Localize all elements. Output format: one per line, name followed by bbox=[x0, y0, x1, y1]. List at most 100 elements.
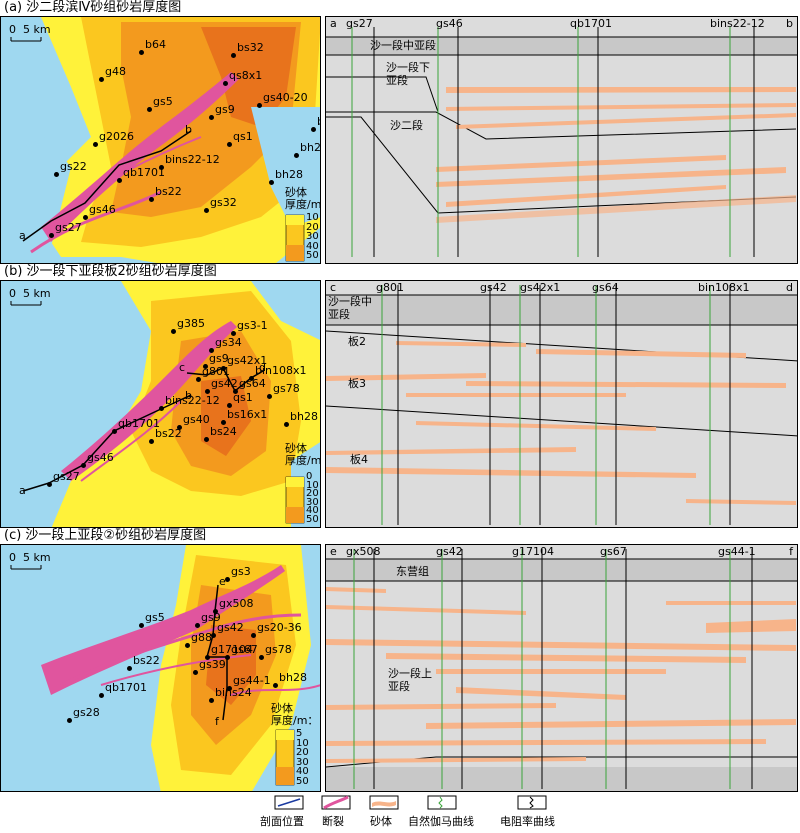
sec-c-well-g17104: g17104 bbox=[512, 545, 554, 558]
well-dot-qs8x1 bbox=[223, 81, 228, 86]
well-label-gs67: gs67 bbox=[231, 643, 258, 656]
well-label-gs5: gs5 bbox=[145, 611, 165, 624]
sec-c-well-gs42: gs42 bbox=[436, 545, 463, 558]
well-dot-bs16x1 bbox=[221, 420, 226, 425]
well-dot-gs3 bbox=[225, 577, 230, 582]
well-dot-gs78 bbox=[267, 394, 272, 399]
well-label-gs28: gs28 bbox=[73, 706, 100, 719]
sec-b-zone-2: 板2 bbox=[348, 335, 366, 348]
well-dot-bs24 bbox=[204, 437, 209, 442]
sec-c-well-gx508: gx508 bbox=[346, 545, 381, 558]
well-label-bh28: bh28 bbox=[275, 168, 303, 181]
panel-b-thickness-title: 砂体 厚度/m： bbox=[285, 442, 321, 467]
sec-c-zone-1: 东营组 bbox=[396, 565, 429, 578]
panel-c-map-svg bbox=[10, 545, 320, 791]
well-label-g17104: g17104 bbox=[211, 643, 253, 656]
sec-a-zone-1: 沙一段中亚段 bbox=[370, 39, 436, 52]
panel-b-end-c: c bbox=[179, 361, 186, 374]
sec-b-zone-1: 沙一段中 亚段 bbox=[328, 295, 372, 321]
well-dot-qs1 bbox=[227, 403, 232, 408]
well-dot-gs28 bbox=[67, 718, 72, 723]
panel-a-end-b: b bbox=[185, 123, 192, 136]
panel-c-end-e: e bbox=[219, 575, 226, 588]
panel-a-end-a: a bbox=[19, 229, 26, 242]
well-label-gs5: gs5 bbox=[153, 95, 173, 108]
sec-b-zone-4: 板4 bbox=[350, 453, 368, 466]
sec-a-well-gs27: gs27 bbox=[346, 17, 373, 30]
panel-c-map: 0 5 km 砂体 厚度/m： 5 10 20 30 40 50 e f gs3 gx508… bbox=[0, 544, 321, 792]
well-dot-gx508 bbox=[213, 609, 218, 614]
well-label-qb1701: qb1701 bbox=[118, 417, 160, 430]
well-label-gs3-1: gs3-1 bbox=[237, 319, 268, 332]
well-dot-qb1701 bbox=[112, 429, 117, 434]
well-label-gs44-1: gs44-1 bbox=[233, 674, 271, 687]
well-dot-gs9 bbox=[209, 115, 214, 120]
well-label-gs9: gs9 bbox=[209, 352, 229, 365]
well-label-gs27: gs27 bbox=[55, 221, 82, 234]
well-label-g48: g48 bbox=[105, 65, 126, 78]
panel-b-section-svg bbox=[326, 285, 797, 525]
well-label-bh28: bh28 bbox=[290, 410, 318, 423]
well-label-g801: g801 bbox=[202, 365, 230, 378]
well-label-gs39: gs39 bbox=[199, 658, 226, 671]
well-dot-qs1 bbox=[227, 142, 232, 147]
legend-section: 剖面位置 bbox=[260, 815, 304, 828]
well-dot-bs22 bbox=[149, 439, 154, 444]
well-label-g88: g88 bbox=[191, 631, 212, 644]
panel-c-scale-zero: 0 bbox=[9, 551, 16, 564]
well-label-bs22: bs22 bbox=[155, 185, 182, 198]
well-label-gs9: gs9 bbox=[201, 611, 221, 624]
panel-b-section: c d g801 gs42 gs42x1 gs64 bin108x1 沙一段中 … bbox=[325, 280, 798, 528]
legend-symbols bbox=[274, 795, 547, 810]
panel-c-section-svg bbox=[326, 549, 797, 791]
well-label-gs22: gs22 bbox=[60, 160, 87, 173]
panel-a-sec-end-a: a bbox=[330, 17, 337, 30]
well-label-g385: g385 bbox=[177, 317, 205, 330]
panel-b-thickness-ticks: 0 10 20 30 40 50 bbox=[306, 471, 319, 525]
sec-a-well-qb1701: qb1701 bbox=[570, 17, 612, 30]
legend: 剖面位置 断裂 砂体 自然伽马曲线 电阻率曲线 bbox=[260, 793, 680, 833]
well-dot-b64 bbox=[139, 50, 144, 55]
panel-b-sec-end-c: c bbox=[330, 281, 337, 294]
well-label-gs3: gs3 bbox=[231, 565, 251, 578]
well-label-gs40: gs40 bbox=[183, 413, 210, 426]
well-label-bin108x1: bin108x1 bbox=[255, 364, 307, 377]
well-label-g2026: g2026 bbox=[99, 130, 134, 143]
panel-c-section: e f gx508 gs42 g17104 gs67 gs44-1 东营组 沙一… bbox=[325, 544, 798, 792]
well-label-bs22: bs22 bbox=[155, 427, 182, 440]
well-dot-bins22-12 bbox=[159, 165, 164, 170]
well-label-bh26: bh26 bbox=[300, 141, 321, 154]
well-dot-bh8 bbox=[311, 127, 316, 132]
well-dot-qb1701 bbox=[117, 178, 122, 183]
panel-a-map-svg bbox=[1, 17, 320, 263]
well-label-gs46: gs46 bbox=[89, 203, 116, 216]
well-label-gs9: gs9 bbox=[215, 103, 235, 116]
well-label-b64: b64 bbox=[145, 38, 166, 51]
panel-a-thickness-title: 砂体 厚度/m： bbox=[285, 186, 321, 211]
well-dot-bin108x1 bbox=[249, 376, 254, 381]
panel-b-map-svg bbox=[10, 281, 320, 527]
sec-a-zone-2: 沙一段下 亚段 bbox=[386, 61, 430, 87]
well-dot-gs67 bbox=[225, 655, 230, 660]
panel-c-sec-end-f: f bbox=[789, 545, 793, 558]
well-label-qb1701: qb1701 bbox=[123, 166, 165, 179]
sec-a-well-bins22-12: bins22-12 bbox=[710, 17, 765, 30]
panel-c-end-f: f bbox=[215, 715, 219, 728]
well-label-qb1701: qb1701 bbox=[105, 681, 147, 694]
well-dot-gs46 bbox=[81, 463, 86, 468]
panel-a-sec-end-b: b bbox=[786, 17, 793, 30]
well-dot-g88 bbox=[185, 643, 190, 648]
legend-sandbody: 砂体 bbox=[370, 815, 392, 828]
well-label-bs22: bs22 bbox=[133, 654, 160, 667]
well-dot-gs40 bbox=[177, 425, 182, 430]
well-dot-bh28 bbox=[269, 180, 274, 185]
panel-c-thickness-ticks: 5 10 20 30 40 50 bbox=[296, 728, 309, 787]
well-dot-g2026 bbox=[93, 142, 98, 147]
legend-fault: 断裂 bbox=[322, 815, 344, 828]
well-dot-gs42 bbox=[211, 633, 216, 638]
well-label-gx508: gx508 bbox=[219, 597, 254, 610]
well-label-qs8x1: qs8x1 bbox=[229, 69, 263, 82]
well-label-gs78: gs78 bbox=[265, 643, 292, 656]
